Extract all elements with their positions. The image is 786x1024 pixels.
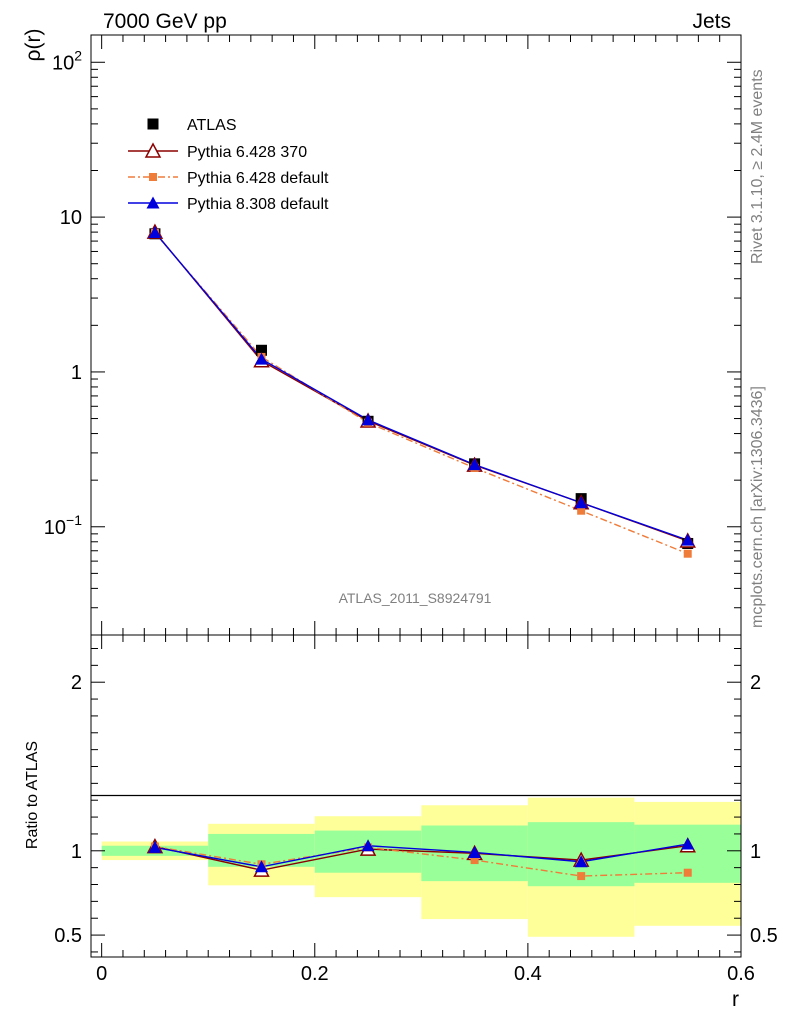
ratio-point-1 [577,872,586,881]
tick-label-base: 1 [71,362,82,384]
main-point-3 [148,226,162,239]
main-series-line-2 [154,232,688,555]
main-y-tick-label: 102 [52,47,82,74]
ratio-point-2 [361,839,375,852]
x-axis-label: r [732,988,739,1011]
ratio-frame [90,634,742,958]
ratio-series-layer [146,837,696,881]
main-point-3 [254,352,268,365]
ratio-x-tick-labels: 0 0.2 0.4 0.6 [96,963,755,985]
ratio-point-1 [683,868,692,877]
main-y-tick-label: 1 [71,362,82,384]
legend-entry-label: Pythia 6.428 default [187,170,329,187]
main-point-3 [574,496,588,509]
ratio-point-2 [574,855,588,868]
ratio-y-tick-label: 0.5 [54,925,82,947]
main-point-3 [681,533,695,546]
legend-entry-label: ATLAS [187,117,237,134]
side-label-top: Rivet 3.1.10, ≥ 2.4M events [749,69,766,264]
ratio-y-tick-label: 1 [71,841,82,863]
main-y-tick-label: 10 [60,207,82,229]
side-label-bottom: mcplots.cern.ch [arXiv:1306.3436] [749,386,766,628]
ratio-y-tick-label: 2 [71,672,82,694]
main-point-3 [468,458,482,471]
ratio-y-tick-labels: 0.5 0.5 1 1 2 2 [54,672,778,947]
ratio-y-axis-label: Ratio to ATLAS [24,741,41,849]
legend-marker [149,173,157,181]
tick-label-exponent: −1 [66,512,82,528]
x-tick-label: 0.6 [727,963,755,985]
main-point-3 [361,413,375,426]
ratio-point-2 [468,845,482,858]
legend-marker [146,196,160,209]
main-y-axis-label: ρ(r) [22,29,45,62]
title-left: 7000 GeV pp [103,10,227,33]
ratio-y-tick-label-right: 1 [750,841,761,863]
main-series-line-1 [154,231,688,542]
ratio-point-2 [681,837,695,850]
title-right: Jets [692,10,731,33]
main-y-tick-label: 10−1 [44,512,82,539]
ratio-point-2 [254,860,268,873]
x-tick-label: 0.2 [301,963,329,985]
ratio-series-line-0 [154,845,688,871]
main-point-2 [683,549,692,558]
ratio-series-line-2 [154,843,688,868]
ratio-y-tick-label-right: 2 [750,672,761,694]
ratio-point-1 [470,856,479,865]
ratio-panel: 0.5 0.5 1 1 2 2 0 0.2 0.4 0.6 Ratio to ATLAS r [24,634,778,1011]
analysis-watermark: ATLAS_2011_S8924791 [339,590,492,606]
ratio-point-2 [148,840,162,853]
legend-entry-label: Pythia 6.428 370 [187,144,307,161]
legend-marker [147,118,159,130]
tick-label-base: 10 [52,52,74,74]
x-tick-label: 0.4 [514,963,542,985]
ratio-series-line-1 [154,845,688,877]
tick-label-base: 10 [44,517,66,539]
ratio-uncertainty-bands [101,797,741,937]
legend: ATLAS Pythia 6.428 370 Pythia 6.428 defaul… [128,117,329,213]
x-tick-label: 0 [96,963,107,985]
main-series-layer [146,223,696,558]
tick-label-exponent: 2 [74,47,82,63]
main-series-line-3 [154,232,688,541]
main-point-0 [255,344,267,356]
ratio-y-tick-label-right: 0.5 [750,925,778,947]
tick-label-base: 10 [60,207,82,229]
legend-entry-label: Pythia 8.308 default [187,196,329,213]
ratio-axis-ticks [91,635,742,957]
main-point-2 [577,506,586,515]
legend-marker [144,142,162,158]
